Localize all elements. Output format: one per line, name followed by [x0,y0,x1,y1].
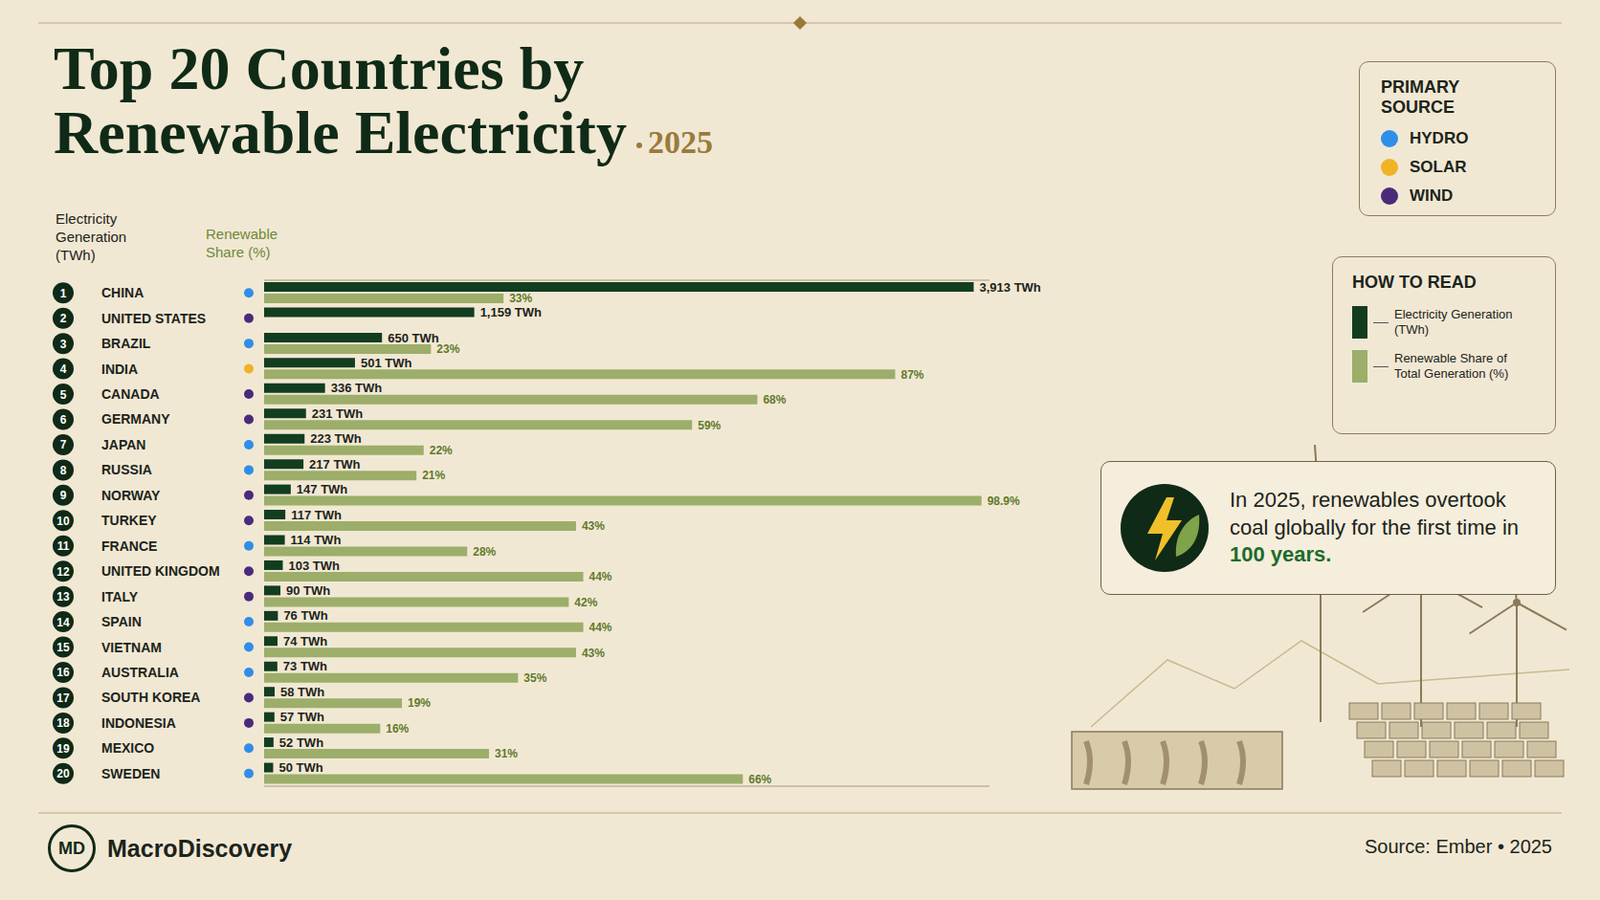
svg-text:74 TWh: 74 TWh [283,634,328,649]
svg-text:650 TWh: 650 TWh [387,331,440,346]
html-text:SOLAR: SOLAR [1409,157,1467,177]
svg-text:117 TWh: 117 TWh [290,508,342,523]
svg-text:UNITED KINGDOM: UNITED KINGDOM [101,563,221,579]
html-text:In 2025, renewables overtook c: In 2025, renewables overtook coal global… [1229,488,1519,540]
svg-text:31%: 31% [494,747,518,761]
svg-text:73 TWh: 73 TWh [283,659,328,674]
svg-text:9: 9 [60,488,67,503]
svg-text:87%: 87% [900,368,924,382]
svg-text:16: 16 [56,666,70,680]
svg-text:114 TWh: 114 TWh [290,533,342,548]
svg-text:12: 12 [56,565,70,579]
svg-text:AUSTRALIA: AUSTRALIA [101,665,179,681]
svg-text:43%: 43% [581,519,605,534]
svg-text:223 TWh: 223 TWh [310,431,362,446]
svg-text:28%: 28% [472,545,496,559]
html-text:Renewable Share of Total Gener: Renewable Share of Total Generation (%) [1394,351,1509,381]
svg-text:INDIA: INDIA [101,361,138,378]
html-text:Top 20 Countries by Renewable: Top 20 Countries by Renewable Electricit… [53,34,713,167]
svg-text:FRANCE: FRANCE [101,538,157,555]
svg-text:TURKEY: TURKEY [101,512,157,529]
svg-text:44%: 44% [589,570,613,584]
svg-text:8: 8 [60,464,67,478]
svg-text:SOUTH KOREA: SOUTH KOREA [101,689,200,706]
svg-text:57 TWh: 57 TWh [280,710,325,725]
svg-text:66%: 66% [748,773,772,787]
html-text:Electricity Generation (TWh): Electricity Generation (TWh) [55,210,127,263]
svg-text:SPAIN: SPAIN [101,614,142,630]
svg-text:231 TWh: 231 TWh [311,406,364,422]
svg-text:59%: 59% [697,419,721,433]
html-text:Renewable Share (%): Renewable Share (%) [205,225,278,261]
svg-text:43%: 43% [581,646,605,661]
svg-text:BRAZIL: BRAZIL [101,335,152,352]
svg-text:SWEDEN: SWEDEN [101,766,160,782]
svg-text:90 TWh: 90 TWh [286,583,331,599]
svg-text:10: 10 [56,514,70,529]
svg-text:ITALY: ITALY [101,589,139,605]
svg-text:33%: 33% [509,291,533,306]
svg-text:7: 7 [60,438,67,452]
html-text:Source: Ember • 2025: Source: Ember • 2025 [1364,836,1553,858]
svg-text:1: 1 [60,287,67,301]
html-text:MD: MD [58,838,86,858]
svg-text:16%: 16% [385,722,409,736]
svg-text:4: 4 [60,362,67,377]
svg-text:3: 3 [60,337,67,352]
svg-text:501 TWh: 501 TWh [360,355,413,371]
html-text:HOW TO READ: HOW TO READ [1352,272,1477,292]
html-text:WIND: WIND [1409,186,1453,205]
svg-text:11: 11 [57,539,70,554]
svg-text:147 TWh: 147 TWh [296,482,349,497]
svg-text:98.9%: 98.9% [987,494,1021,509]
svg-text:19: 19 [56,742,70,756]
svg-text:1,159 TWh: 1,159 TWh [480,305,542,320]
svg-text:23%: 23% [436,342,460,356]
svg-text:RUSSIA: RUSSIA [101,462,153,478]
svg-text:22%: 22% [429,444,453,458]
svg-text:103 TWh: 103 TWh [288,558,341,574]
svg-text:CANADA: CANADA [101,386,160,402]
html-text:HYDRO: HYDRO [1409,129,1469,148]
html-text:PRIMARY SOURCE: PRIMARY SOURCE [1380,77,1460,117]
svg-text:JAPAN: JAPAN [101,437,146,453]
svg-text:68%: 68% [762,393,786,407]
svg-text:MEXICO: MEXICO [101,740,155,756]
svg-text:INDONESIA: INDONESIA [101,715,177,732]
svg-text:6: 6 [60,413,67,427]
svg-text:19%: 19% [407,696,431,711]
svg-text:NORWAY: NORWAY [101,488,161,504]
svg-text:76 TWh: 76 TWh [283,608,328,623]
svg-text:CHINA: CHINA [101,285,144,301]
svg-text:GERMANY: GERMANY [101,411,171,427]
svg-text:14: 14 [56,616,70,630]
html-text:Electricity Generation (TWh): Electricity Generation (TWh) [1394,306,1513,337]
svg-text:VIETNAM: VIETNAM [101,640,162,656]
svg-text:58 TWh: 58 TWh [280,685,325,700]
svg-text:42%: 42% [574,596,598,610]
svg-text:3,913 TWh: 3,913 TWh [979,280,1042,295]
svg-text:44%: 44% [589,621,613,635]
svg-text:18: 18 [56,716,70,731]
html-text:MacroDiscovery: MacroDiscovery [107,834,293,862]
svg-text:50 TWh: 50 TWh [278,760,323,776]
svg-text:20: 20 [56,767,70,781]
svg-text:17: 17 [56,691,70,706]
svg-text:52 TWh: 52 TWh [279,735,324,751]
svg-text:2: 2 [60,311,67,326]
svg-text:35%: 35% [523,671,547,686]
svg-text:UNITED STATES: UNITED STATES [101,311,206,327]
svg-text:217 TWh: 217 TWh [309,457,361,472]
html-text:100 years.: 100 years. [1229,542,1332,567]
svg-text:336 TWh: 336 TWh [331,380,383,396]
svg-text:13: 13 [56,590,70,604]
svg-text:21%: 21% [422,468,445,483]
svg-text:5: 5 [60,388,67,402]
svg-text:15: 15 [56,641,70,655]
